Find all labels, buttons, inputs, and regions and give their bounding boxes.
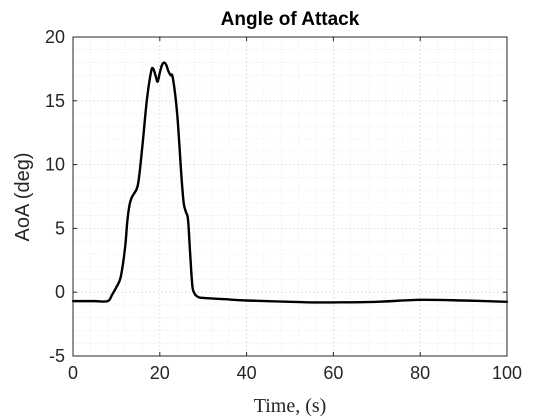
minor-grid — [73, 37, 507, 356]
x-tick-label: 20 — [150, 363, 170, 383]
y-tick-labels: -5 0 5 10 15 20 — [45, 27, 65, 366]
tick-marks — [72, 36, 508, 357]
x-tick-label: 0 — [68, 363, 78, 383]
y-tick-label: 0 — [55, 282, 65, 302]
x-tick-labels: 0 20 40 60 80 100 — [68, 363, 522, 383]
y-tick-label: 15 — [45, 91, 65, 111]
chart-title: Angle of Attack — [221, 9, 360, 30]
y-tick-label: 5 — [55, 218, 65, 238]
series-layer — [71, 61, 509, 304]
y-tick-label: 20 — [45, 27, 65, 47]
x-axis-label: Time, (s) — [254, 395, 327, 417]
x-tick-label: 40 — [237, 363, 257, 383]
x-tick-label: 100 — [492, 363, 522, 383]
y-tick-label: 10 — [45, 155, 65, 175]
y-axis-label: AoA (deg) — [12, 153, 34, 242]
plot-area — [73, 37, 507, 356]
x-tick-label: 80 — [410, 363, 430, 383]
aoa-series-line — [71, 61, 509, 304]
axes-frame — [72, 36, 508, 357]
y-tick-label: -5 — [49, 346, 65, 366]
x-tick-label: 60 — [323, 363, 343, 383]
